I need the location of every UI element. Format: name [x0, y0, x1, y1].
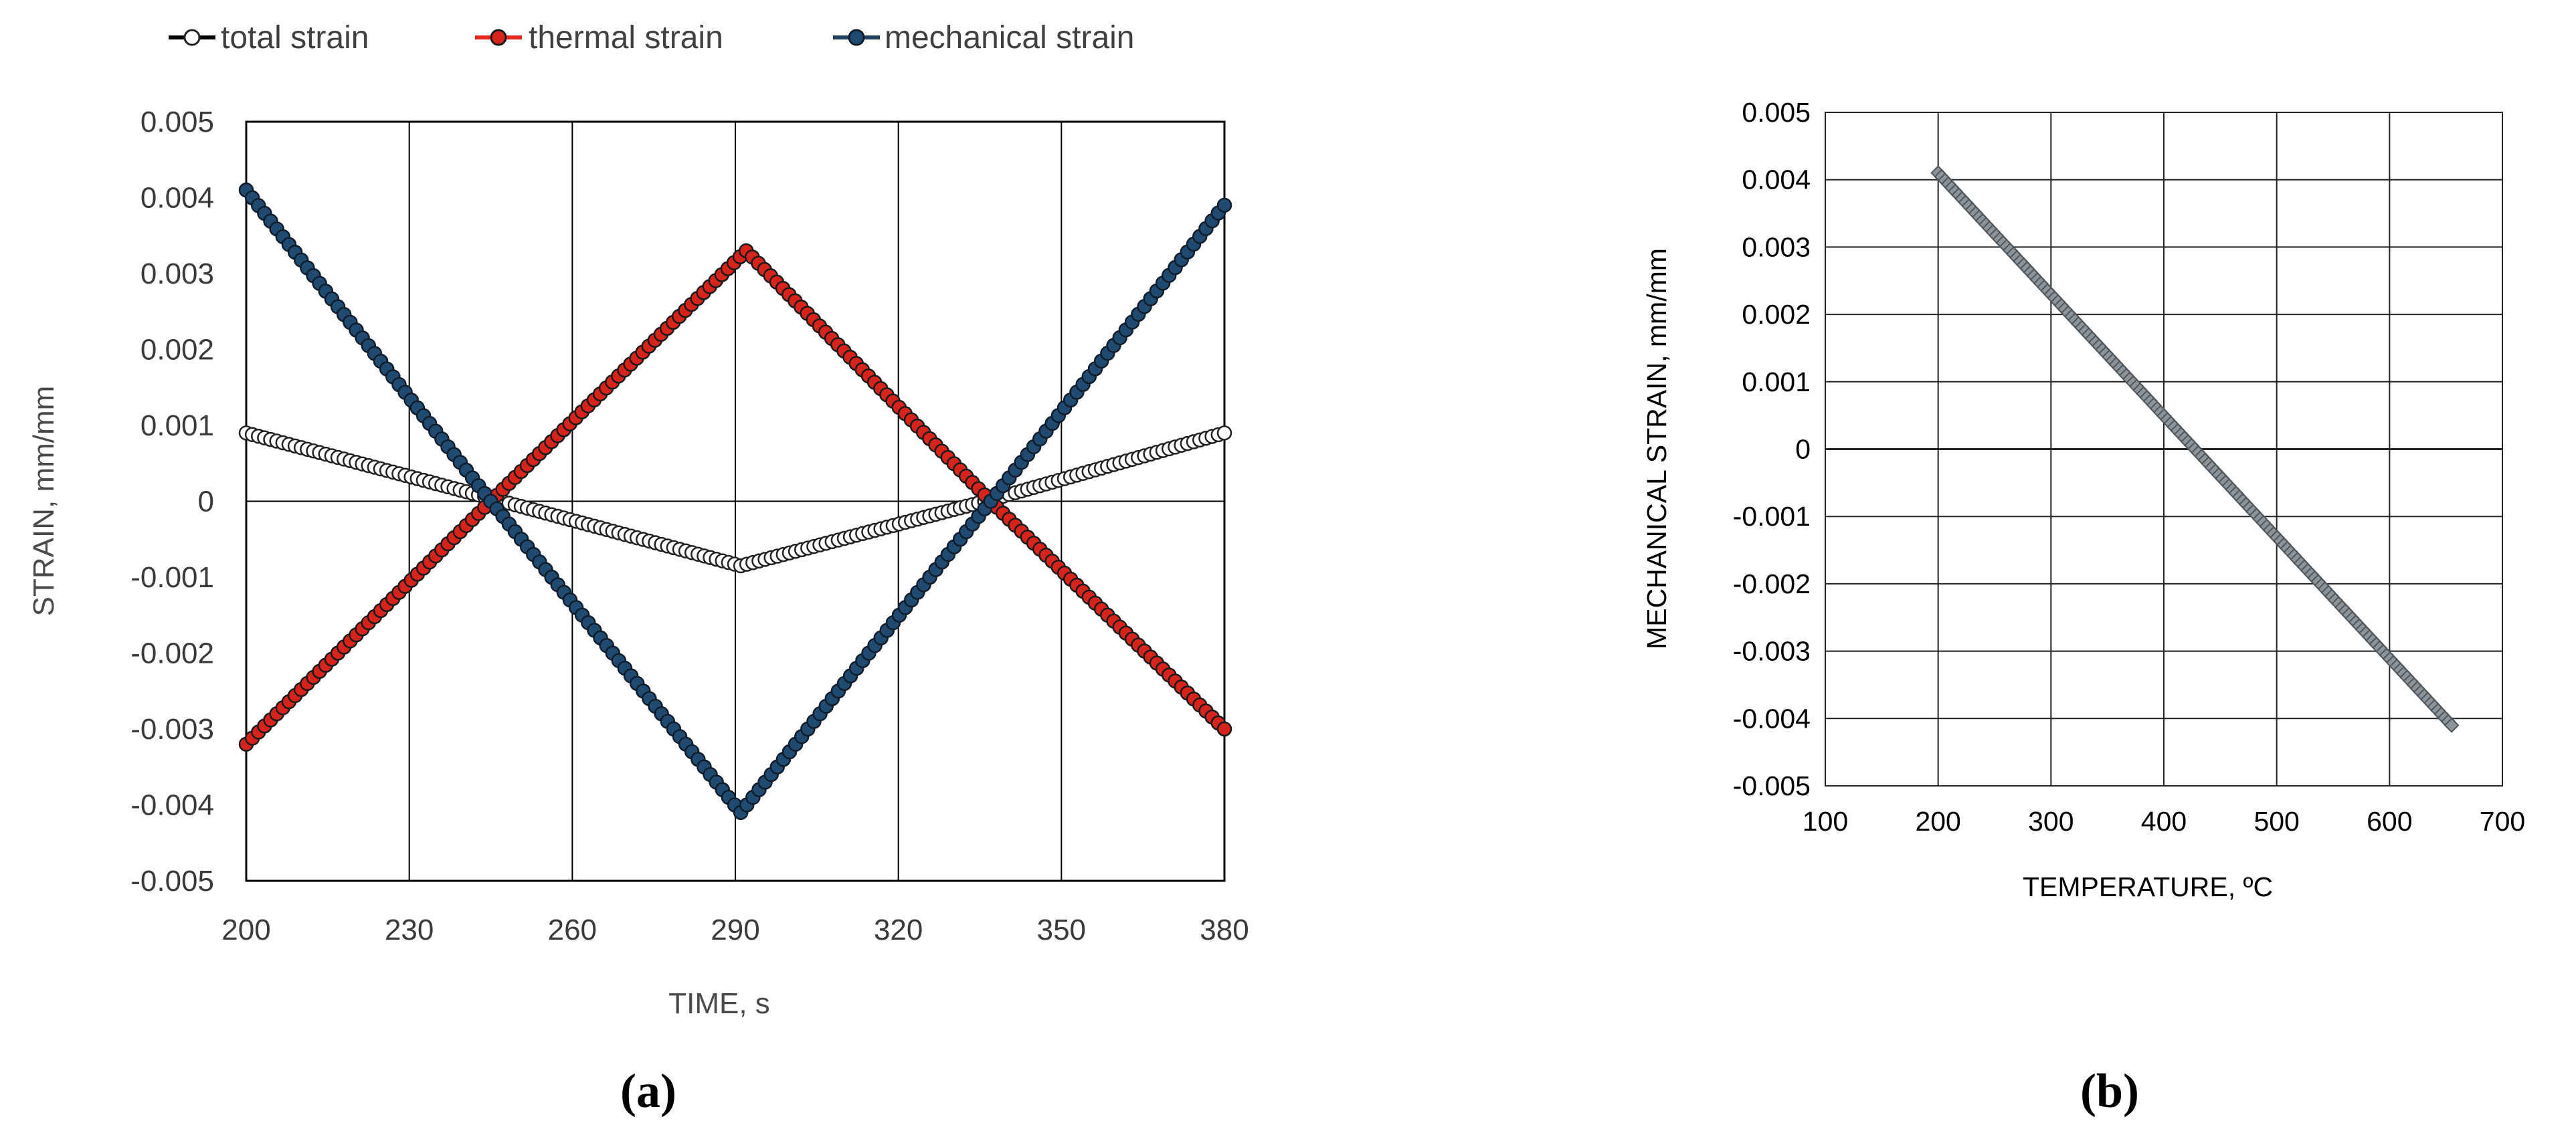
y-tick-label: 0.003: [141, 257, 214, 290]
legend-marker: [848, 29, 865, 46]
y-tick-label: 0.002: [1742, 299, 1811, 330]
y-tick-label: -0.001: [1733, 501, 1811, 532]
panel-label: (a): [620, 1064, 676, 1118]
legend-label: total strain: [221, 20, 369, 56]
y-tick-label: 0: [1795, 434, 1811, 465]
x-tick-label: 290: [711, 914, 759, 946]
panel-label: (b): [2080, 1064, 2139, 1118]
y-tick-label: 0.005: [1742, 97, 1811, 128]
y-tick-label: -0.004: [130, 789, 214, 822]
series-mechanical-strain-vs-temperature: [1930, 165, 2460, 733]
y-tick-label: -0.001: [130, 561, 214, 594]
plot-frame: [1825, 112, 2503, 787]
x-tick-label: 200: [221, 914, 270, 946]
x-tick-label: 320: [874, 914, 923, 946]
y-axis-title: MECHANICAL STRAIN, mm/mm: [1641, 248, 1672, 649]
y-tick-label: -0.003: [130, 713, 214, 746]
series-mechanical-strain: [238, 182, 1232, 821]
y-tick-label: -0.004: [1733, 703, 1811, 734]
y-tick-label: -0.005: [1733, 770, 1811, 801]
plot-frame: [245, 120, 1226, 882]
legend-label: mechanical strain: [885, 20, 1135, 56]
x-tick-label: 230: [385, 914, 434, 946]
data-point: [1216, 721, 1232, 737]
x-axis-title: TEMPERATURE, ºC: [2023, 871, 2273, 902]
x-tick-label: 700: [2480, 806, 2525, 837]
x-tick-label: 600: [2367, 806, 2412, 837]
x-tick-label: 100: [1803, 806, 1848, 837]
y-tick-label: -0.002: [1733, 568, 1811, 599]
panel-b-chart: 0.005 0.004 0.003 0.002 0.001 0 -0.001 -0.002 -0…: [1641, 97, 2525, 1118]
legend-marker: [490, 29, 507, 46]
x-tick-label: 500: [2253, 806, 2299, 837]
data-point: [2444, 717, 2460, 733]
y-tick-label: -0.002: [130, 637, 214, 670]
y-tick-label: 0.004: [1742, 165, 1811, 195]
x-tick-label: 260: [548, 914, 597, 946]
legend-label: thermal strain: [529, 20, 723, 56]
panel-a-chart: 0.005 0.004 0.003 0.002 0.001 0 -0.001 -0.002 -0…: [27, 20, 1249, 1118]
data-point: [1216, 425, 1232, 441]
x-tick-label: 350: [1037, 914, 1086, 946]
series-total-strain: [238, 425, 1232, 574]
y-tick-label: -0.003: [1733, 636, 1811, 667]
x-axis-title: TIME, s: [668, 987, 770, 1020]
x-tick-label: 200: [1915, 806, 1960, 837]
y-tick-label: -0.005: [130, 865, 214, 898]
x-tick-label: 400: [2141, 806, 2187, 837]
y-tick-label: 0.004: [141, 182, 214, 215]
x-tick-label: 300: [2028, 806, 2074, 837]
legend-marker: [183, 29, 201, 46]
x-tick-label: 380: [1200, 914, 1249, 946]
y-tick-label: 0.002: [141, 334, 214, 367]
y-tick-label: 0.001: [1742, 367, 1811, 397]
y-tick-label: 0.001: [141, 409, 214, 442]
y-tick-label: 0.005: [141, 106, 214, 138]
y-tick-label: 0.003: [1742, 231, 1811, 262]
y-tick-label: 0: [198, 486, 214, 518]
y-axis-title: STRAIN, mm/mm: [27, 386, 60, 617]
data-point: [1216, 197, 1232, 213]
